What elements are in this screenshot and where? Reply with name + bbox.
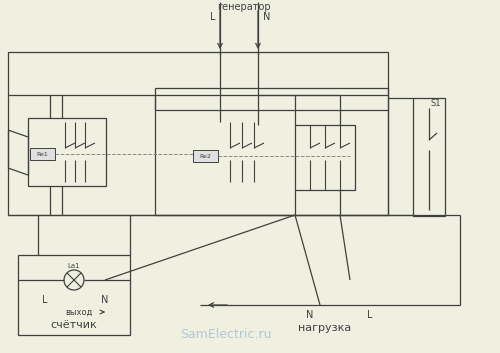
Text: нагрузка: нагрузка: [298, 323, 352, 333]
Text: N: N: [102, 295, 108, 305]
Text: N: N: [306, 310, 314, 320]
Bar: [8, 52, 388, 215]
Text: выход: выход: [65, 307, 92, 317]
Bar: [155, 88, 388, 215]
Bar: [30, 148, 55, 160]
Text: S1: S1: [431, 98, 442, 108]
Text: Re2: Re2: [200, 154, 211, 158]
Text: L: L: [367, 310, 373, 320]
Bar: [193, 150, 218, 162]
Text: SamElectric.ru: SamElectric.ru: [180, 329, 272, 341]
Bar: [28, 118, 106, 186]
Text: N: N: [264, 12, 270, 22]
Text: La1: La1: [68, 263, 80, 269]
Bar: [413, 98, 445, 216]
Text: L: L: [210, 12, 216, 22]
Text: L: L: [42, 295, 48, 305]
Text: счётчик: счётчик: [50, 320, 98, 330]
Text: генератор: генератор: [217, 2, 271, 12]
Text: Re1: Re1: [36, 151, 48, 156]
Bar: [295, 125, 355, 190]
Bar: [18, 255, 130, 335]
